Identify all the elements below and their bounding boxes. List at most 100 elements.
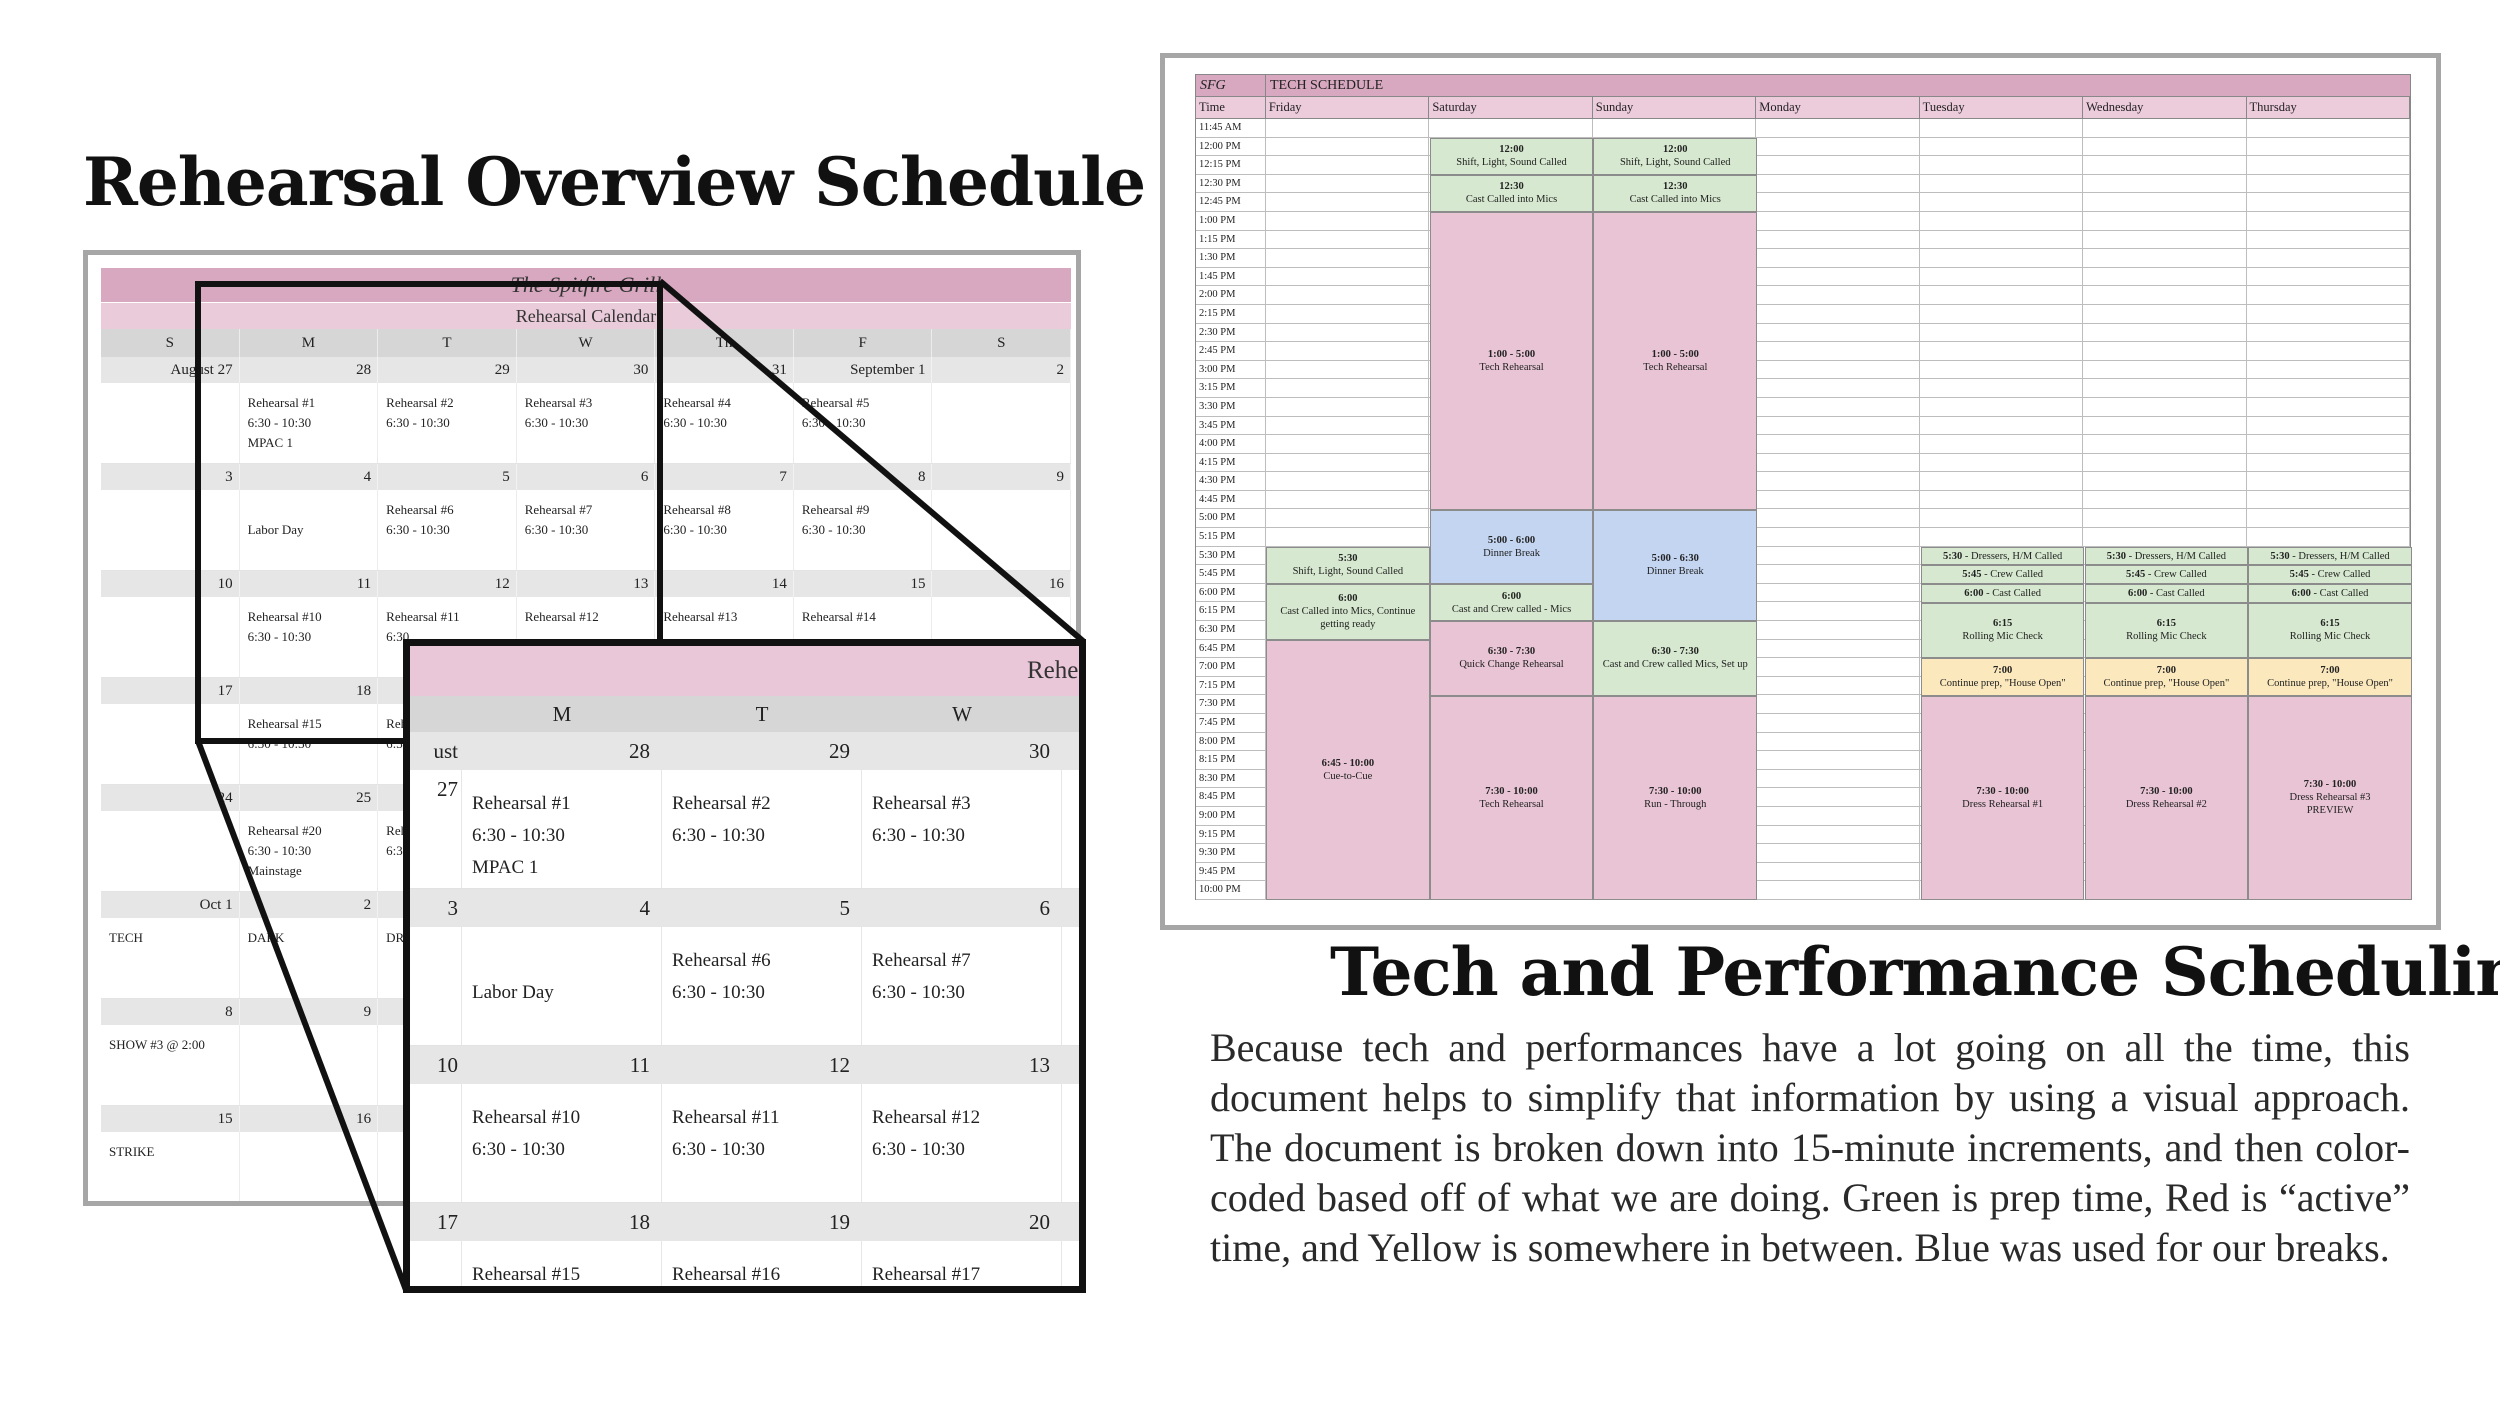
tech-empty-cell bbox=[1756, 751, 1920, 769]
tech-empty-cell bbox=[1756, 844, 1920, 862]
tech-block-time: 7:30 - 10:00 bbox=[1485, 785, 1538, 797]
tech-block-time: 7:30 - 10:00 bbox=[1976, 785, 2029, 797]
calendar-date: 30 bbox=[517, 357, 656, 383]
calendar-date: 8 bbox=[794, 464, 933, 490]
tech-empty-cell bbox=[2083, 435, 2247, 453]
tech-empty-cell bbox=[1756, 472, 1920, 490]
zoom-event-row: Labor Day Rehearsal #6 6:30 - 10:30 Rehear… bbox=[410, 927, 1079, 1046]
calendar-day-header: S bbox=[101, 329, 240, 357]
tech-block-label: - Dressers, H/M Called bbox=[1962, 550, 2063, 562]
tech-block-time: 6:15 bbox=[2320, 618, 2340, 630]
tech-block-label: Shift, Light, Sound Called bbox=[1456, 157, 1567, 169]
tech-block-label: Cast and Crew called Mics, Set up bbox=[1602, 659, 1748, 671]
tech-time-cell: 7:15 PM bbox=[1196, 676, 1266, 695]
tech-empty-cell bbox=[2083, 211, 2247, 230]
tech-schedule-block: 12:30 Cast Called into Mics bbox=[1429, 174, 1594, 212]
calendar-event-cell bbox=[932, 383, 1072, 463]
tech-block-label: Tech Rehearsal bbox=[1643, 361, 1708, 373]
tech-empty-cell bbox=[1266, 137, 1430, 156]
calendar-event-cell bbox=[101, 704, 240, 784]
tech-empty-cell bbox=[2083, 249, 2247, 267]
tech-empty-cell bbox=[1266, 119, 1430, 137]
tech-block-line: 5:30 - Dressers, H/M Called bbox=[1922, 550, 2084, 563]
zoom-event-spacer bbox=[410, 1241, 462, 1286]
zoom-event-cell: Rehearsal #2 6:30 - 10:30 bbox=[662, 770, 862, 888]
tech-empty-cell bbox=[1920, 342, 2084, 360]
zoom-event-cell: Rehearsal #11 6:30 - 10:30 bbox=[662, 1084, 862, 1202]
calendar-date: Oct 1 bbox=[101, 892, 240, 918]
tech-time-cell: 5:45 PM bbox=[1196, 565, 1266, 583]
tech-block-line: 6:00 - Cast Called bbox=[2249, 587, 2411, 600]
tech-schedule-block: 5:45 - Crew Called bbox=[1920, 565, 2085, 584]
tech-empty-cell bbox=[1756, 602, 1920, 621]
tech-empty-cell bbox=[1756, 379, 1920, 397]
tech-empty-cell bbox=[1920, 137, 2084, 156]
zoom-event-cell: Rehearsal #17 bbox=[862, 1241, 1062, 1286]
calendar-date: 2 bbox=[240, 892, 379, 918]
calendar-event-cell: Rehearsal #1 6:30 - 10:30 MPAC 1 bbox=[240, 383, 379, 463]
tech-empty-cell bbox=[1266, 211, 1430, 230]
tech-empty-cell bbox=[1756, 435, 1920, 453]
tech-empty-cell bbox=[1756, 806, 1920, 825]
tech-time-cell: 9:00 PM bbox=[1196, 806, 1266, 825]
tech-empty-cell bbox=[2247, 435, 2410, 453]
tech-time-row: 2:30 PM bbox=[1196, 323, 2410, 343]
tech-schedule-block: 5:30 - Dressers, H/M Called bbox=[2084, 546, 2249, 566]
tech-schedule-block: 7:30 - 10:00 Dress Rehearsal #3 PREVIEW bbox=[2248, 695, 2412, 901]
tech-schedule-block: 12:30 Cast Called into Mics bbox=[1593, 174, 1758, 212]
calendar-event-cell bbox=[240, 1025, 379, 1105]
tech-block-label: - Crew Called bbox=[2145, 569, 2207, 581]
calendar-day-header: S bbox=[932, 329, 1072, 357]
zoom-date: 12 bbox=[829, 1053, 850, 1077]
tech-empty-cell bbox=[1920, 174, 2084, 193]
tech-empty-cell bbox=[2247, 304, 2410, 323]
calendar-date: 2 bbox=[932, 357, 1072, 383]
tech-block-line: 6:00 - Cast Called bbox=[1922, 587, 2084, 600]
tech-empty-cell bbox=[1266, 323, 1430, 342]
tech-time-cell: 9:15 PM bbox=[1196, 825, 1266, 844]
tech-block-label: Run - Through bbox=[1644, 798, 1707, 810]
calendar-event-cell bbox=[101, 383, 240, 463]
tech-day-header: Monday bbox=[1756, 97, 1920, 118]
tech-time-row: 11:45 AM bbox=[1196, 119, 2410, 138]
tech-empty-cell bbox=[1756, 695, 1920, 713]
tech-block-time: 6:15 bbox=[2156, 618, 2176, 630]
tech-block-time: 5:45 bbox=[2289, 569, 2309, 581]
calendar-date: September 1 bbox=[794, 357, 933, 383]
tech-block-label: Dinner Break bbox=[1483, 547, 1540, 559]
calendar-date: 18 bbox=[240, 678, 379, 704]
tech-empty-cell bbox=[1756, 676, 1920, 695]
tech-block-label: Rolling Mic Check bbox=[2289, 631, 2371, 643]
tech-empty-cell bbox=[2083, 472, 2247, 490]
zoom-event-cell: Labor Day bbox=[462, 927, 662, 1045]
tech-schedule-block: 5:00 - 6:30 Dinner Break bbox=[1593, 509, 1758, 622]
zoom-day-spacer bbox=[410, 696, 462, 732]
tech-block-label: - Crew Called bbox=[2308, 569, 2371, 581]
tech-empty-cell bbox=[2083, 267, 2247, 286]
tech-time-cell: 3:00 PM bbox=[1196, 360, 1266, 379]
tech-empty-cell bbox=[2083, 379, 2247, 397]
tech-empty-cell bbox=[1756, 342, 1920, 360]
tech-block-time: 7:00 bbox=[1993, 664, 2013, 676]
tech-block-time: 12:00 bbox=[1662, 144, 1688, 156]
tech-empty-cell bbox=[2247, 137, 2410, 156]
tech-block-time: 7:00 bbox=[2156, 664, 2176, 676]
tech-empty-cell bbox=[1920, 211, 2084, 230]
tech-schedule-block: 6:00 Cast and Crew called - Mics bbox=[1429, 584, 1594, 622]
tech-empty-cell bbox=[1756, 249, 1920, 267]
tech-time-row: 3:30 PM bbox=[1196, 397, 2410, 417]
tech-empty-cell bbox=[1266, 304, 1430, 323]
tech-block-time: 6:30 - 7:30 bbox=[1651, 646, 1699, 658]
tech-block-time: 12:00 bbox=[1499, 144, 1524, 156]
tech-empty-cell bbox=[1920, 156, 2084, 174]
tech-empty-cell bbox=[1756, 211, 1920, 230]
tech-empty-cell bbox=[1920, 230, 2084, 249]
tech-block-label: Dinner Break bbox=[1646, 566, 1704, 578]
tech-empty-cell bbox=[2247, 286, 2410, 304]
tech-empty-cell bbox=[1920, 435, 2084, 453]
calendar-day-header: W bbox=[517, 329, 656, 357]
tech-empty-cell bbox=[1266, 528, 1430, 546]
tech-time-cell: 2:30 PM bbox=[1196, 323, 1266, 342]
tech-block-time: 6:45 - 10:00 bbox=[1321, 757, 1375, 769]
tech-empty-cell bbox=[1756, 230, 1920, 249]
